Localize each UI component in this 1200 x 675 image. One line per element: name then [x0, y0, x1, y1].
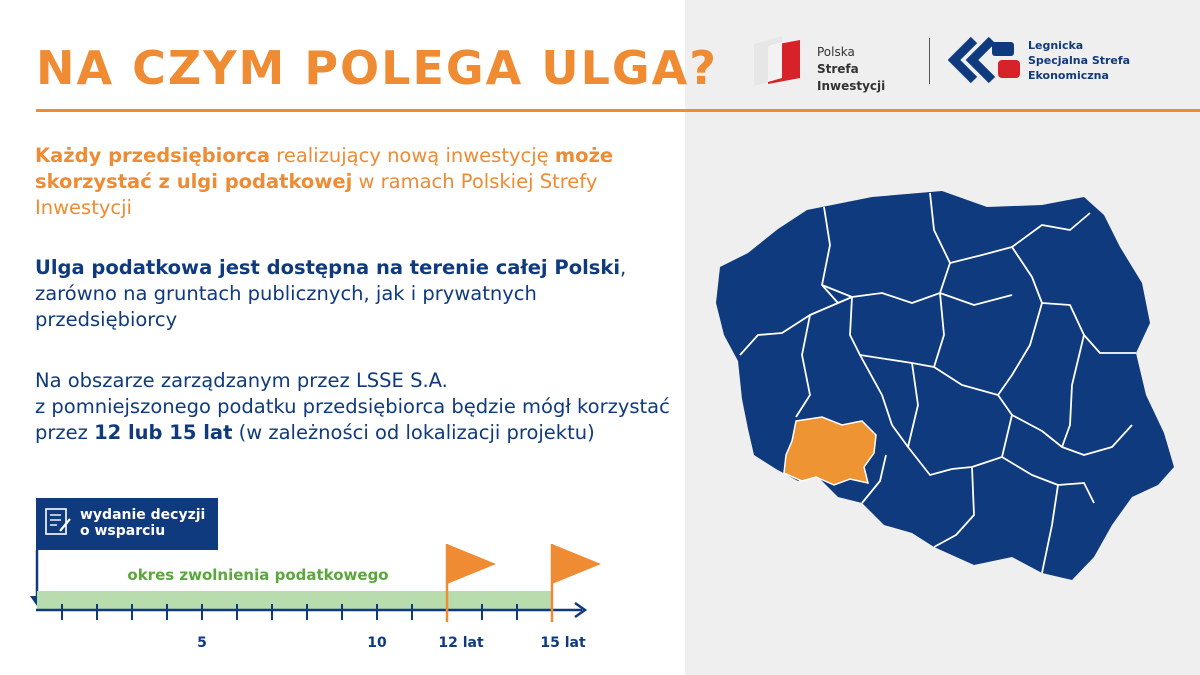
paragraph-lsse-text-1: Na obszarze zarządzanym przez LSSE S.A.: [35, 369, 448, 392]
timeline-axis-arrow: [574, 601, 588, 619]
paragraph-lsse-text-3: (w zależności od lokalizacji projektu): [232, 421, 595, 444]
lsse-region-highlight: [783, 416, 877, 486]
lsse-logo-mark: [948, 36, 1020, 84]
lsse-logo-line2: Specjalna Strefa: [1028, 54, 1131, 67]
psi-logo-mark: [754, 36, 800, 86]
tick-label-5: 5: [197, 635, 207, 651]
paragraph-availability-text: , zarówno na gruntach publicznych, jak i…: [35, 256, 627, 331]
title-underline: [36, 109, 1200, 112]
flag-12-icon: [447, 544, 496, 584]
exemption-period-label: okres zwolnienia podatkowego: [127, 566, 388, 584]
decision-label-line1: wydanie decyzji: [80, 507, 205, 523]
psi-logo-line2: Strefa Inwestycji: [817, 62, 886, 93]
tick-label-10: 10: [367, 635, 387, 651]
poland-outline: [716, 191, 1174, 580]
paragraph-availability-bold: Ulga podatkowa jest dostępna na terenie …: [35, 256, 621, 279]
flag-15-icon: [552, 544, 601, 584]
poland-map: [716, 191, 1174, 580]
lsse-logo: Legnicka Specjalna Strefa Ekonomiczna: [948, 34, 1148, 90]
tax-relief-timeline: wydanie decyzji o wsparciu okres zwolnie…: [30, 498, 601, 651]
paragraph-availability: Ulga podatkowa jest dostępna na terenie …: [35, 255, 675, 333]
psi-logo-text: Polska Strefa Inwestycji: [817, 44, 918, 95]
paragraph-intro: Każdy przedsiębiorca realizujący nową in…: [35, 143, 675, 221]
logo-divider: [929, 38, 930, 84]
paragraph-lsse-text-2: z pomniejszonego podatku przedsiębiorca …: [35, 395, 670, 444]
paragraph-intro-bold-1: Każdy przedsiębiorca: [35, 144, 271, 167]
lsse-logo-line3: Ekonomiczna: [1028, 69, 1109, 82]
decision-label-line2: o wsparciu: [80, 523, 165, 539]
page-title: NA CZYM POLEGA ULGA?: [36, 41, 718, 95]
psi-logo: Polska Strefa Inwestycji: [748, 34, 918, 93]
paragraph-intro-text-1: realizujący nową inwestycję: [270, 144, 555, 167]
tick-label-15: 15 lat: [540, 635, 586, 651]
paragraph-intro-text-2: w ramach Polskiej Strefy Inwestycji: [35, 170, 598, 219]
psi-logo-line1: Polska: [817, 45, 855, 59]
document-pen-icon: [45, 508, 71, 535]
lsse-logo-line1: Legnicka: [1028, 39, 1084, 52]
tick-label-12: 12 lat: [438, 635, 484, 651]
paragraph-intro-bold-2: może skorzystać z ulgi podatkowej: [35, 144, 614, 193]
lsse-logo-text: Legnicka Specjalna Strefa Ekonomiczna: [1028, 38, 1130, 83]
paragraph-lsse-bold: 12 lub 15 lat: [94, 421, 233, 444]
paragraph-lsse: Na obszarze zarządzanym przez LSSE S.A. z…: [35, 368, 675, 446]
exemption-period-bar: [37, 591, 552, 609]
region-borders: [739, 192, 1136, 574]
